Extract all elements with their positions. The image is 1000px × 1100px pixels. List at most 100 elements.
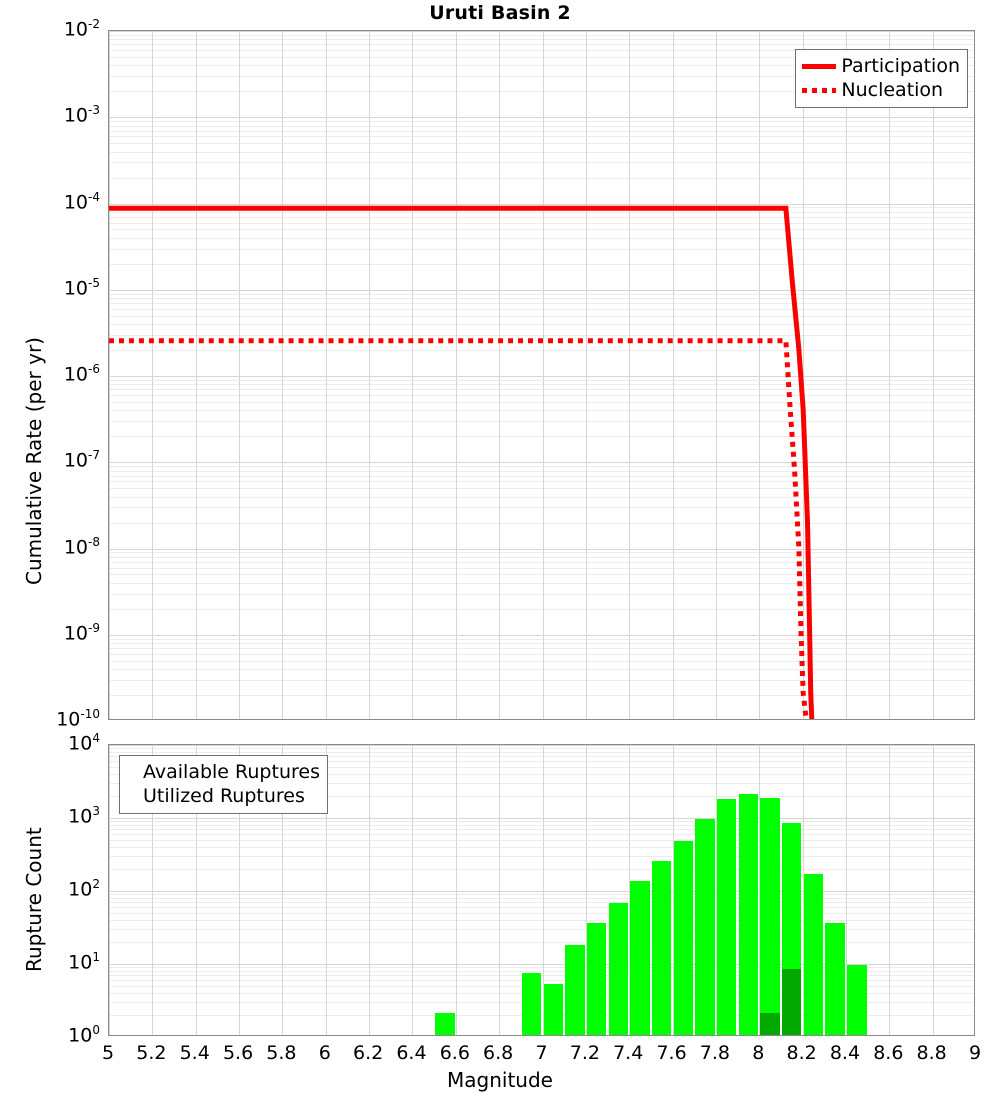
histogram-bar bbox=[609, 903, 628, 1035]
histogram-bar bbox=[652, 861, 671, 1035]
available-ruptures-segment bbox=[630, 881, 649, 1035]
legend-label-available: Available Ruptures bbox=[143, 761, 320, 783]
y-tick-label: 10-4 bbox=[0, 193, 100, 212]
legend-label-utilized: Utilized Ruptures bbox=[143, 785, 305, 807]
x-tick-label: 7.2 bbox=[570, 1042, 600, 1064]
histogram-bar bbox=[630, 881, 649, 1035]
y-tick-label: 10-6 bbox=[0, 366, 100, 385]
x-tick-label: 8.6 bbox=[873, 1042, 903, 1064]
gridline bbox=[456, 745, 457, 1035]
histogram-bar bbox=[760, 798, 779, 1035]
rate-legend: Participation Nucleation bbox=[795, 49, 968, 108]
x-axis-label: Magnitude bbox=[0, 1068, 1000, 1092]
available-ruptures-segment bbox=[435, 1013, 454, 1035]
curve-participation bbox=[109, 208, 812, 719]
y-tick-label: 102 bbox=[0, 881, 100, 900]
x-tick-label: 6.2 bbox=[353, 1042, 383, 1064]
top-y-axis-label: Cumulative Rate (per yr) bbox=[22, 337, 46, 585]
y-tick-label: 10-10 bbox=[0, 711, 100, 730]
available-ruptures-segment bbox=[652, 861, 671, 1035]
histogram-bar bbox=[739, 794, 758, 1035]
available-ruptures-segment bbox=[717, 799, 736, 1035]
figure: Uruti Basin 2 Participation Nucleation A… bbox=[0, 0, 1000, 1100]
curve-nucleation bbox=[109, 341, 806, 719]
dotted-line-icon bbox=[802, 81, 836, 100]
x-tick-label: 8.8 bbox=[917, 1042, 947, 1064]
histogram-bar bbox=[522, 973, 541, 1035]
histogram-bar bbox=[804, 874, 823, 1035]
available-ruptures-segment bbox=[825, 923, 844, 1035]
utilized-swatch-icon bbox=[126, 790, 137, 803]
y-tick-label: 10-2 bbox=[0, 21, 100, 40]
gridline bbox=[109, 745, 110, 1035]
x-tick-label: 5 bbox=[102, 1042, 114, 1064]
histogram-bar bbox=[544, 984, 563, 1035]
available-ruptures-segment bbox=[609, 903, 628, 1035]
legend-item-nucleation: Nucleation bbox=[802, 78, 960, 102]
gridline bbox=[499, 745, 500, 1035]
rate-curves bbox=[109, 31, 974, 719]
utilized-ruptures-segment bbox=[782, 969, 801, 1035]
solid-line-icon bbox=[802, 57, 836, 76]
available-ruptures-segment bbox=[760, 798, 779, 1035]
x-tick-label: 8.2 bbox=[786, 1042, 816, 1064]
x-tick-label: 8 bbox=[752, 1042, 764, 1064]
histogram-bar bbox=[674, 841, 693, 1035]
legend-item-available: Available Ruptures bbox=[126, 760, 320, 784]
x-tick-label: 5.2 bbox=[136, 1042, 166, 1064]
y-tick-label: 101 bbox=[0, 954, 100, 973]
y-tick-label: 104 bbox=[0, 735, 100, 754]
histogram-bar bbox=[587, 923, 606, 1035]
legend-label-nucleation: Nucleation bbox=[841, 79, 943, 101]
y-tick-label: 100 bbox=[0, 1027, 100, 1046]
y-tick-label: 10-3 bbox=[0, 107, 100, 126]
histogram-bar bbox=[565, 945, 584, 1035]
available-ruptures-segment bbox=[544, 984, 563, 1035]
histogram-bar bbox=[435, 1013, 454, 1035]
y-tick-label: 103 bbox=[0, 808, 100, 827]
available-ruptures-segment bbox=[587, 923, 606, 1035]
gridline bbox=[412, 745, 413, 1035]
histogram-bar bbox=[695, 819, 714, 1035]
bottom-y-axis-label: Rupture Count bbox=[22, 827, 46, 972]
y-tick-label: 10-8 bbox=[0, 538, 100, 557]
available-ruptures-segment bbox=[695, 819, 714, 1035]
available-swatch-icon bbox=[126, 766, 137, 779]
available-ruptures-segment bbox=[674, 841, 693, 1035]
histogram-bar bbox=[847, 965, 866, 1035]
legend-item-utilized: Utilized Ruptures bbox=[126, 784, 320, 808]
y-tick-label: 10-7 bbox=[0, 452, 100, 471]
available-ruptures-segment bbox=[804, 874, 823, 1035]
x-tick-label: 9 bbox=[969, 1042, 981, 1064]
x-tick-label: 6.6 bbox=[440, 1042, 470, 1064]
x-tick-label: 6 bbox=[319, 1042, 331, 1064]
available-ruptures-segment bbox=[739, 794, 758, 1035]
available-ruptures-segment bbox=[522, 973, 541, 1035]
x-tick-label: 5.4 bbox=[180, 1042, 210, 1064]
histogram-bar bbox=[782, 823, 801, 1035]
gridline bbox=[369, 745, 370, 1035]
available-ruptures-segment bbox=[847, 965, 866, 1035]
x-tick-label: 6.4 bbox=[396, 1042, 426, 1064]
x-tick-label: 8.4 bbox=[830, 1042, 860, 1064]
x-tick-label: 6.8 bbox=[483, 1042, 513, 1064]
x-tick-label: 7.8 bbox=[700, 1042, 730, 1064]
y-tick-label: 10-5 bbox=[0, 279, 100, 298]
x-tick-label: 7.6 bbox=[656, 1042, 686, 1064]
x-tick-label: 7.4 bbox=[613, 1042, 643, 1064]
gridline bbox=[889, 745, 890, 1035]
gridline bbox=[933, 745, 934, 1035]
legend-item-participation: Participation bbox=[802, 54, 960, 78]
cumulative-rate-plot: Participation Nucleation bbox=[108, 30, 975, 720]
utilized-ruptures-segment bbox=[760, 1013, 779, 1035]
x-tick-label: 5.6 bbox=[223, 1042, 253, 1064]
page-title: Uruti Basin 2 bbox=[0, 2, 1000, 24]
y-tick-label: 10-9 bbox=[0, 624, 100, 643]
rupture-count-plot: Available Ruptures Utilized Ruptures bbox=[108, 744, 975, 1036]
available-ruptures-segment bbox=[565, 945, 584, 1035]
legend-label-participation: Participation bbox=[841, 55, 960, 77]
rupture-legend: Available Ruptures Utilized Ruptures bbox=[119, 755, 328, 814]
x-tick-label: 7 bbox=[535, 1042, 547, 1064]
histogram-bar bbox=[825, 923, 844, 1035]
x-tick-label: 5.8 bbox=[266, 1042, 296, 1064]
